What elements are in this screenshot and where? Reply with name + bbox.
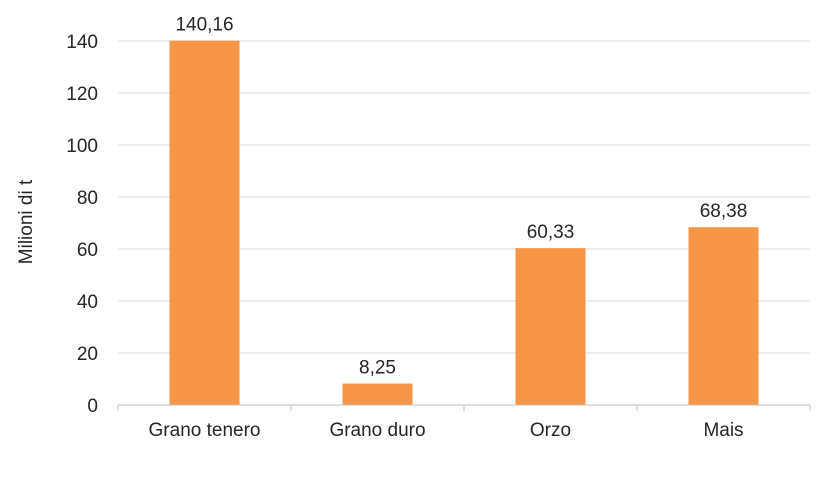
data-label: 68,38 [700,201,748,222]
x-tick-label: Orzo [530,420,571,441]
x-tick-labels: Grano tenero Grano duro Orzo Mais [149,420,744,441]
bars [169,40,759,406]
bar [169,40,240,406]
x-tick-label: Grano duro [329,420,425,441]
x-tick-label: Mais [703,420,743,441]
bar [688,227,759,405]
axes [117,404,811,411]
x-tick-label: Grano tenero [149,420,261,441]
y-tick-label: 140 [66,32,98,53]
bar [515,248,586,405]
data-label: 60,33 [527,222,575,243]
y-tick-label: 80 [77,188,98,209]
y-tick-label: 60 [77,240,98,261]
y-tick-label: 0 [87,396,98,417]
data-labels: 140,16 8,25 60,33 68,38 [175,15,747,379]
y-tick-labels: 0 20 40 60 80 100 120 140 [66,32,98,417]
y-tick-label: 40 [77,292,98,313]
y-tick-label: 20 [77,344,98,365]
y-tick-label: 120 [66,84,98,105]
data-label: 8,25 [359,358,396,379]
data-label: 140,16 [175,15,233,36]
y-tick-label: 100 [66,136,98,157]
y-axis-title: Milioni di t [16,179,37,264]
bar [342,383,413,405]
